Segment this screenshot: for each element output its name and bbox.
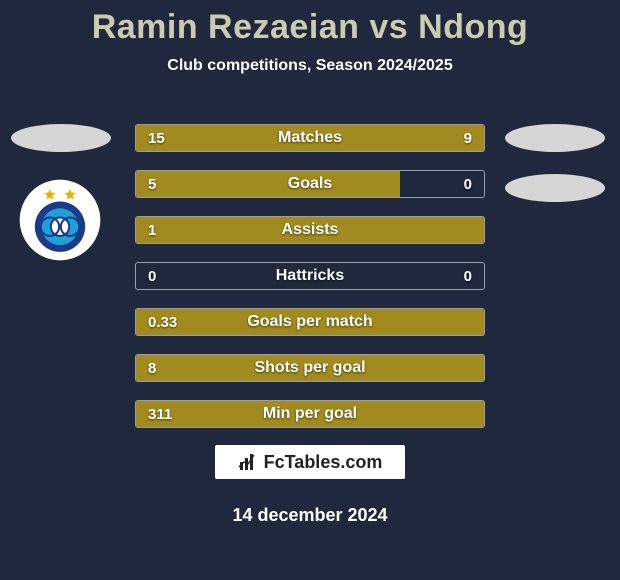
- stat-label: Min per goal: [136, 401, 484, 427]
- watermark-text: FcTables.com: [264, 452, 383, 473]
- footer-date: 14 december 2024: [0, 505, 620, 526]
- stat-value-left: 5: [136, 171, 168, 197]
- bar-chart-icon: [238, 452, 258, 472]
- stat-row: Goals per match0.33: [135, 308, 485, 336]
- stat-label: Goals: [136, 171, 484, 197]
- placeholder-ellipse: [11, 124, 111, 152]
- stat-label: Assists: [136, 217, 484, 243]
- stat-row: Min per goal311: [135, 400, 485, 428]
- stat-value-right: [460, 217, 484, 243]
- stat-label: Matches: [136, 125, 484, 151]
- club-crest-icon: [18, 178, 102, 262]
- stat-value-left: 311: [136, 401, 184, 427]
- stat-label: Hattricks: [136, 263, 484, 289]
- stat-row: Hattricks0 0: [135, 262, 485, 290]
- stat-value-left: 8: [136, 355, 168, 381]
- stat-row: Shots per goal8: [135, 354, 485, 382]
- stat-row: Matches15 9: [135, 124, 485, 152]
- stat-value-right: 9: [452, 125, 484, 151]
- stat-value-right: [460, 401, 484, 427]
- page-subtitle: Club competitions, Season 2024/2025: [0, 57, 620, 75]
- stat-value-right: [460, 355, 484, 381]
- stat-value-left: 0: [136, 263, 168, 289]
- placeholder-ellipse: [505, 174, 605, 202]
- stat-row: Goals5 0: [135, 170, 485, 198]
- watermark: FcTables.com: [215, 445, 405, 479]
- stat-value-left: 0.33: [136, 309, 189, 335]
- stat-value-left: 15: [136, 125, 177, 151]
- stat-value-left: 1: [136, 217, 168, 243]
- team-badge-left: [18, 178, 102, 262]
- stat-value-right: 0: [452, 171, 484, 197]
- page-title: Ramin Rezaeian vs Ndong: [0, 0, 620, 47]
- stat-label: Shots per goal: [136, 355, 484, 381]
- stat-value-right: [460, 309, 484, 335]
- stat-value-right: 0: [452, 263, 484, 289]
- stats-bars: Matches159Goals50Assists1Hattricks00Goal…: [135, 124, 485, 428]
- stat-row: Assists1: [135, 216, 485, 244]
- placeholder-ellipse: [505, 124, 605, 152]
